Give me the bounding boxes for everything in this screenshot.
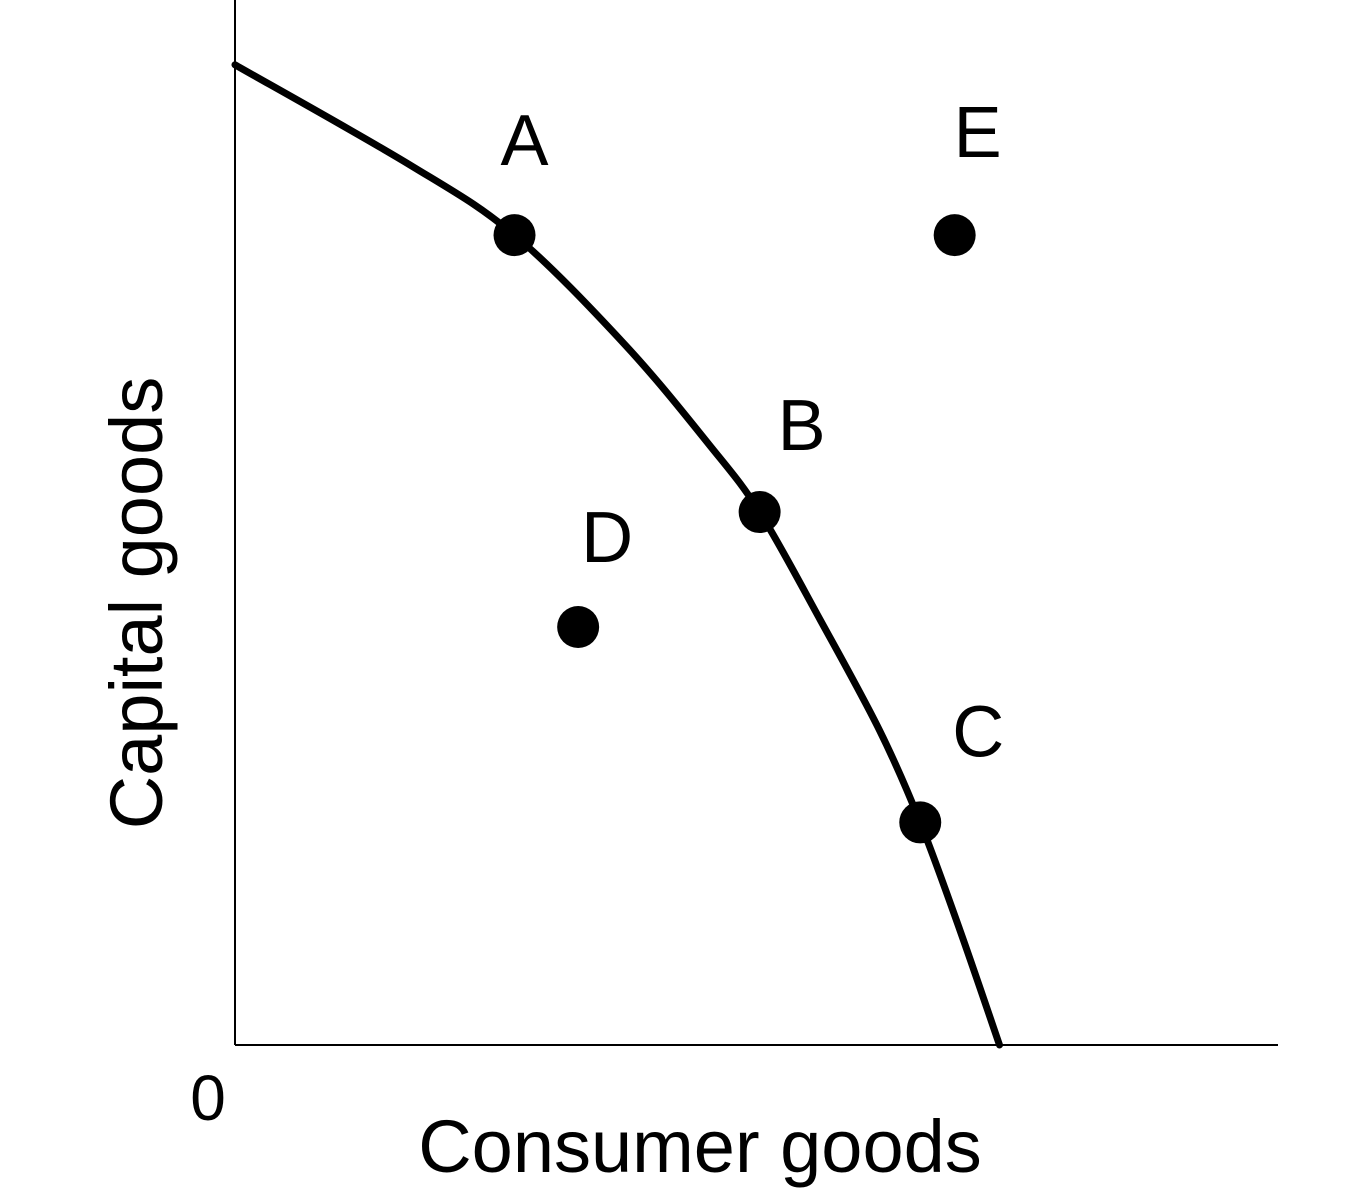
point-label-c: C — [952, 692, 1004, 772]
point-c — [899, 801, 942, 844]
origin-label: 0 — [190, 1062, 226, 1134]
x-axis-label: Consumer goods — [418, 1105, 982, 1188]
point-label-b: B — [778, 386, 826, 466]
point-label-d: D — [581, 498, 633, 578]
point-b — [738, 491, 781, 534]
point-label-e: E — [954, 93, 1002, 173]
point-label-a: A — [501, 101, 549, 181]
point-a — [493, 214, 536, 257]
y-axis-label: Capital goods — [95, 377, 178, 830]
point-d — [557, 606, 600, 648]
point-e — [933, 214, 976, 257]
